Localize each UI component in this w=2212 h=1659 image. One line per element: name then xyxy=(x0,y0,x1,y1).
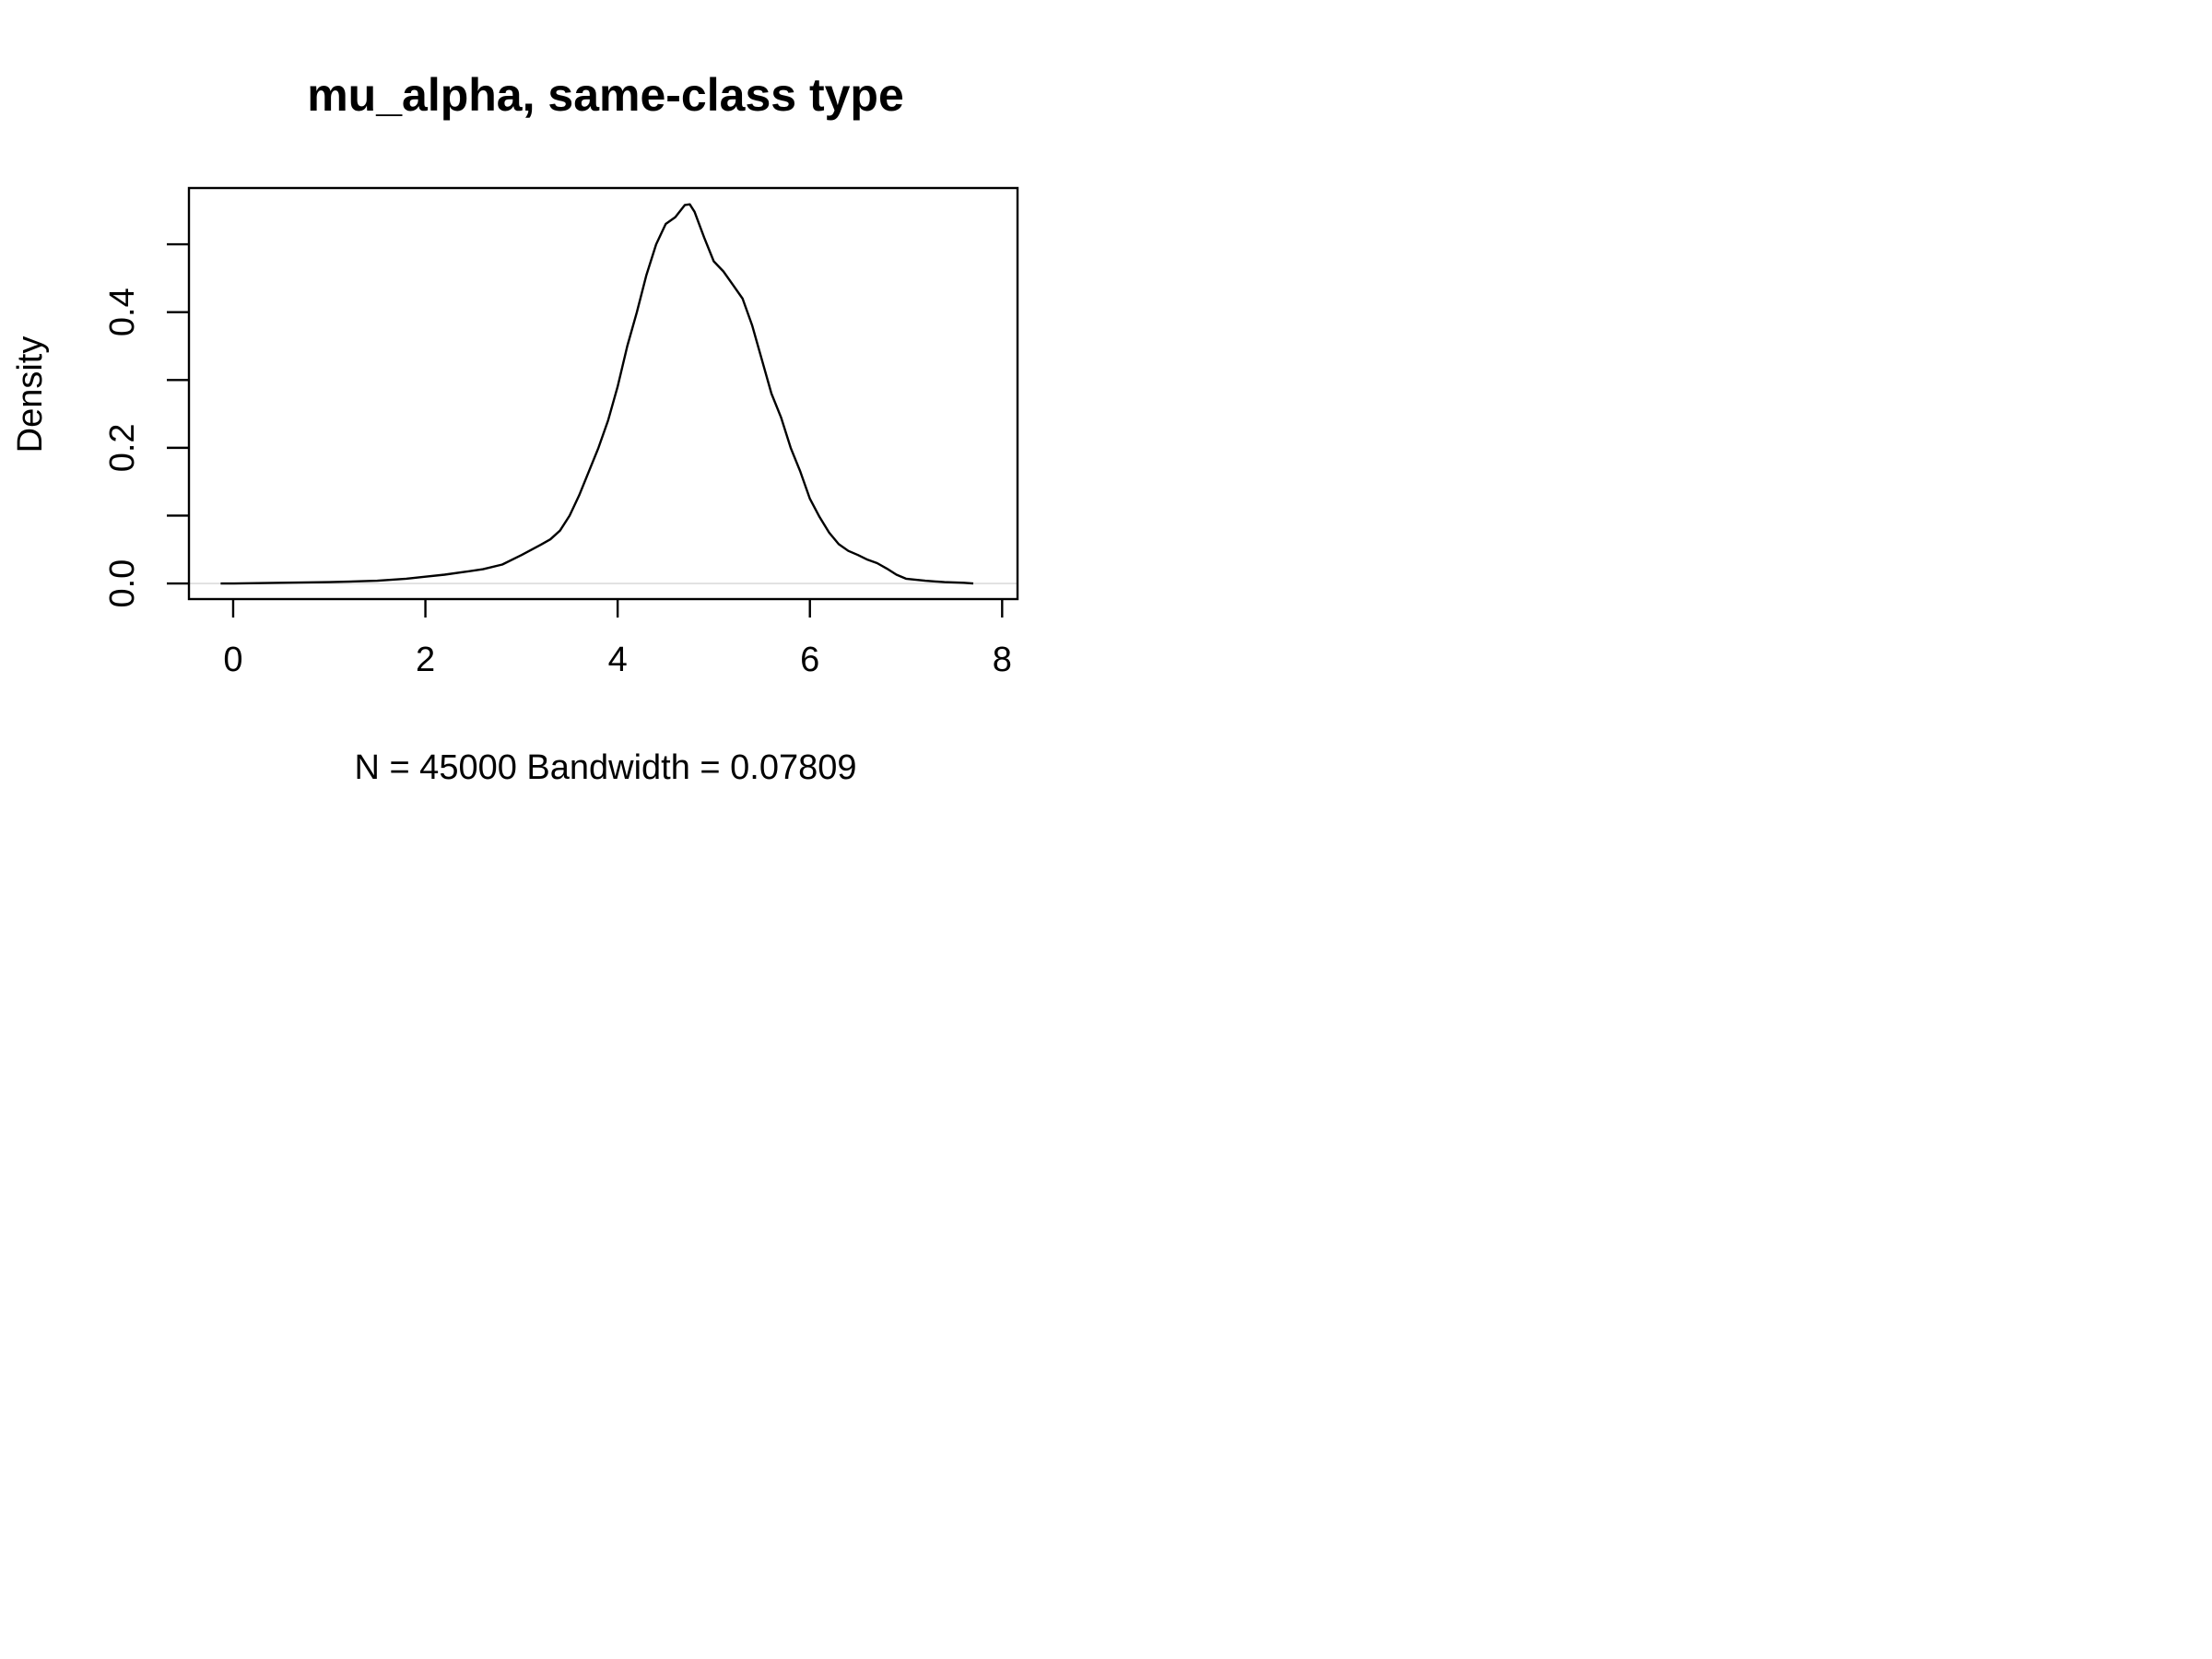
y-axis-label: Density xyxy=(11,336,50,453)
y-tick-label: 0.4 xyxy=(103,288,142,336)
x-tick-label: 0 xyxy=(223,641,242,679)
x-tick-label: 8 xyxy=(993,641,1012,679)
y-tick-label: 0.2 xyxy=(103,423,142,472)
chart-title: mu_alpha, same-class type xyxy=(307,69,904,121)
plot-frame xyxy=(187,186,1019,601)
x-tick-label: 4 xyxy=(608,641,628,679)
y-tick-label: 0.0 xyxy=(103,559,142,608)
x-tick-label: 2 xyxy=(416,641,435,679)
density-curve-0 xyxy=(220,203,974,585)
x-axis-label: N = 45000 Bandwidth = 0.07809 xyxy=(354,748,856,787)
x-tick-label: 6 xyxy=(800,641,819,679)
